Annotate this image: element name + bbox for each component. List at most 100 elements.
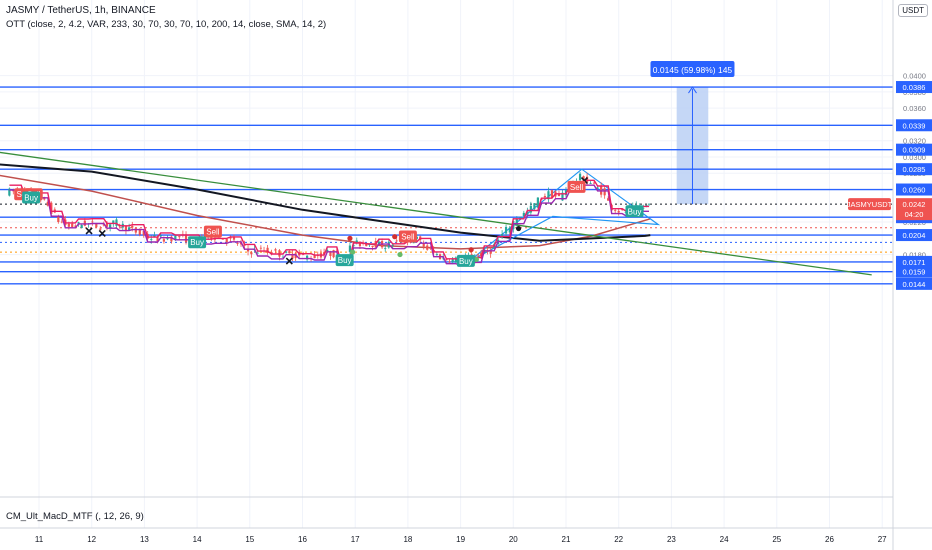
candle-body [329, 251, 332, 256]
signal-label-bg [398, 230, 417, 243]
candle-body [306, 255, 309, 260]
level-price-tag: 0.0171 [896, 255, 932, 268]
cross-mark [285, 257, 293, 265]
candle-body [57, 216, 60, 223]
candle-body [377, 241, 381, 245]
candle-body [246, 249, 250, 252]
level-price-tag: 0.0260 [896, 183, 932, 196]
candle-body [274, 249, 277, 251]
time-tick-label: 23 [667, 535, 676, 544]
level-price-tag: 0.0339 [896, 119, 932, 132]
candle-body [142, 231, 145, 236]
candle-body [170, 236, 173, 242]
sell-signal-label: Sell [203, 225, 222, 238]
chart-title: JASMY / TetherUS, 1h, BINANCE [6, 5, 156, 16]
candle-body [391, 244, 394, 246]
level-price-tag-bg [896, 265, 932, 278]
sell-signal-label: Sell [567, 180, 586, 193]
symbol-tag-text: JASMYUSDT [847, 200, 893, 209]
level-price-tag-bg [896, 119, 932, 132]
candle-body [480, 253, 483, 257]
time-tick-label: 21 [562, 535, 571, 544]
long-position-label: 0.0145 (59.98%) 145 [650, 61, 735, 78]
candle-body [285, 251, 288, 253]
candle-body [153, 235, 156, 237]
candle-body [561, 192, 564, 201]
time-tick-label: 25 [772, 535, 781, 544]
signal-label-bg [456, 254, 475, 267]
candle-body [109, 224, 112, 228]
cross-mark [98, 229, 106, 237]
candle-body [128, 227, 131, 230]
candle-body [515, 218, 518, 225]
candle-body [547, 191, 550, 200]
candle-body [365, 243, 368, 247]
level-price-tag-bg [896, 143, 932, 156]
candle-body [131, 225, 134, 228]
candle-body [422, 242, 425, 247]
level-price-tag: 0.0144 [896, 277, 932, 290]
plot-area: SellSellBuySellBuyBuySellBuySellBuy [0, 86, 893, 285]
candle-body [607, 198, 610, 201]
current-price-tag-bg [896, 198, 932, 221]
price-tick-label: 0.0400 [903, 72, 926, 81]
candle-body [593, 182, 596, 184]
candle-body [578, 173, 582, 181]
signal-dot [347, 235, 353, 241]
candle-body [603, 188, 606, 196]
candle-body [384, 248, 387, 249]
candle-body [259, 247, 262, 249]
candle-body [429, 247, 432, 249]
time-tick-label: 18 [403, 535, 412, 544]
level-price-tag: 0.0204 [896, 229, 932, 242]
candle-body [159, 235, 162, 237]
time-tick-label: 26 [825, 535, 834, 544]
candle-body [368, 244, 371, 246]
candle-body [102, 224, 105, 226]
level-price-tag: 0.0309 [896, 143, 932, 156]
level-price-tag-text: 0.0309 [903, 146, 926, 155]
level-price-tag: 0.0386 [896, 81, 932, 94]
candle-body [536, 197, 539, 208]
signal-label-text: Buy [24, 193, 38, 202]
time-tick-label: 24 [720, 535, 729, 544]
candle-body [302, 254, 305, 256]
candle-body [281, 256, 285, 258]
level-price-tag-bg [896, 81, 932, 94]
candle-body [313, 254, 316, 259]
ott-indicator-label[interactable]: OTT (close, 2, 4.2, VAR, 233, 30, 70, 30… [6, 19, 327, 30]
candle-body [504, 226, 508, 234]
signal-label-text: Buy [338, 256, 352, 265]
candle-body [476, 254, 480, 256]
candle-body [519, 217, 522, 219]
level-price-tag-text: 0.0171 [903, 258, 926, 267]
candle-body [250, 252, 253, 255]
candle-body [326, 249, 329, 253]
symbol-tag-bg [848, 198, 891, 211]
candle-body [138, 229, 141, 235]
candle-body [95, 222, 98, 228]
candle-body [585, 176, 589, 183]
candle-body [454, 257, 457, 263]
buy-signal-label: Buy [22, 191, 41, 204]
candle-body [291, 253, 294, 259]
candle-body [445, 259, 448, 261]
time-tick-label: 12 [87, 535, 96, 544]
candle-body [105, 222, 109, 227]
price-tick-label: 0.0360 [903, 104, 926, 113]
level-price-tag-text: 0.0159 [903, 268, 926, 277]
time-tick-label: 17 [351, 535, 360, 544]
candle-body [210, 236, 213, 239]
buy-signal-label: Buy [625, 205, 644, 218]
candle-body [150, 239, 153, 241]
macd-indicator-label[interactable]: CM_Ult_MacD_MTF (, 12, 26, 9) [6, 511, 144, 522]
trend-line [0, 151, 872, 276]
currency-button[interactable]: USDT [898, 4, 928, 17]
time-tick-label: 11 [35, 535, 44, 544]
signal-dot [392, 234, 398, 240]
countdown-text: 04:20 [905, 210, 924, 219]
buy-signal-label: Buy [335, 254, 354, 267]
level-price-tag: 0.0159 [896, 265, 932, 278]
long-position-label-text: 0.0145 (59.98%) 145 [653, 65, 733, 75]
